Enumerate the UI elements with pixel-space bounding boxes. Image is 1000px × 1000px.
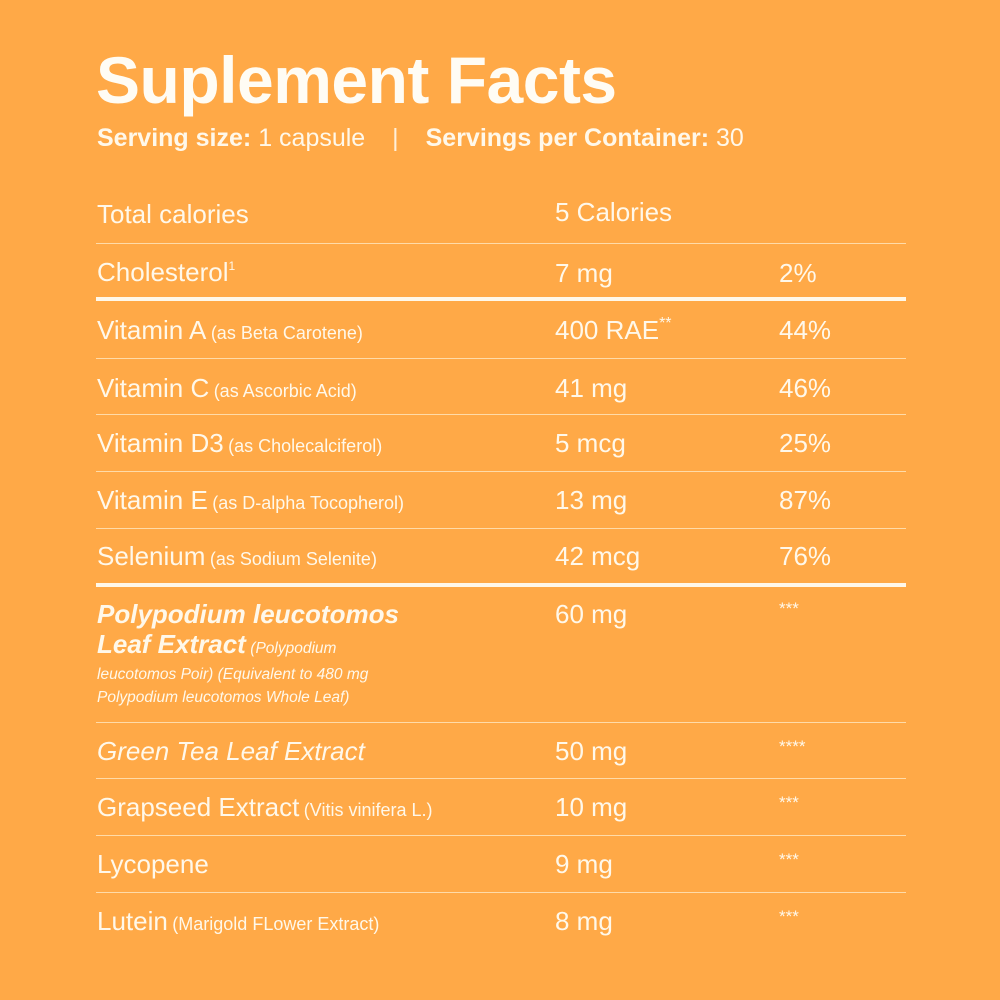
table-row-cholesterol: Cholesterol1 7 mg 2%: [96, 244, 906, 301]
nutrient-source: (as Cholecalciferol): [228, 436, 383, 456]
servings-per-container-label: Servings per Container:: [425, 124, 710, 152]
nutrient-source: (as Sodium Selenite): [209, 549, 377, 569]
nutrient-name: Vitamin A: [97, 315, 207, 345]
table-row-lycopene: Lycopene 9 mg ***: [96, 836, 906, 893]
daily-value-not-established: ***: [779, 907, 799, 926]
table-row-green-tea-leaf-extract: Green Tea Leaf Extract 50 mg ****: [96, 723, 906, 779]
nutrient-name: Total calories: [97, 199, 249, 229]
supplement-facts-table: Total calories 5 Calories Cholesterol1 7…: [96, 187, 906, 950]
nutrient-name: Green Tea Leaf Extract: [97, 736, 365, 766]
nutrient-amount: 9 mg: [555, 849, 613, 879]
table-row-vitamin-e: Vitamin E (as D-alpha Tocopherol) 13 mg …: [96, 472, 906, 529]
serving-info: Serving size: 1 capsule | Servings per C…: [97, 121, 744, 155]
nutrient-name-line-2: Leaf Extract: [97, 629, 246, 659]
table-row-vitamin-d3: Vitamin D3 (as Cholecalciferol) 5 mcg 25…: [96, 415, 906, 472]
servings-per-container-value: 30: [715, 124, 744, 152]
nutrient-name-line-1: Polypodium leucotomos: [97, 599, 399, 629]
nutrient-description-1: (Polypodium: [250, 640, 337, 657]
nutrient-name: Grapseed Extract: [97, 792, 300, 822]
nutrient-amount: 5 Calories: [555, 197, 673, 227]
nutrient-amount: 41 mg: [555, 373, 628, 403]
table-row-grapseed-extract: Grapseed Extract (Vitis vinifera L.) 10 …: [96, 779, 906, 836]
nutrient-amount: 5 mcg: [555, 428, 626, 458]
nutrient-name: Vitamin C: [97, 373, 210, 403]
daily-value-not-established: ***: [779, 850, 799, 869]
table-row-selenium: Selenium (as Sodium Selenite) 42 mcg 76%: [96, 529, 906, 587]
nutrient-source: (as Beta Carotene): [210, 323, 363, 343]
nutrient-source: (as D-alpha Tocopherol): [212, 493, 405, 513]
amount-footnote: **: [659, 315, 672, 332]
table-row-lutein: Lutein (Marigold FLower Extract) 8 mg **…: [96, 893, 906, 950]
nutrient-amount: 10 mg: [555, 792, 628, 822]
table-row-vitamin-c: Vitamin C (as Ascorbic Acid) 41 mg 46%: [96, 359, 906, 415]
nutrient-name: Selenium: [97, 541, 206, 571]
nutrient-name: Vitamin E: [97, 485, 208, 515]
daily-value: 25%: [779, 428, 832, 458]
nutrient-name: Lutein: [97, 906, 168, 936]
daily-value: 76%: [779, 541, 832, 571]
nutrient-amount: 60 mg: [555, 599, 628, 629]
nutrient-description-3: Polypodium leucotomos Whole Leaf): [97, 689, 350, 706]
nutrient-name: Lycopene: [97, 849, 209, 879]
page-title: Suplement Facts: [96, 43, 617, 117]
table-row-polypodium-leucotomos: Polypodium leucotomos Leaf Extract (Poly…: [96, 587, 906, 723]
nutrient-source: (Marigold FLower Extract): [172, 914, 380, 934]
nutrient-source: (Vitis vinifera L.): [303, 800, 433, 820]
nutrient-amount: 42 mcg: [555, 541, 641, 571]
serving-size-value: 1 capsule: [258, 124, 366, 152]
daily-value: 2%: [779, 258, 817, 288]
serving-separator: |: [392, 124, 399, 152]
footnote-marker: 1: [228, 259, 236, 273]
daily-value-not-established: ***: [779, 599, 799, 618]
nutrient-name: Vitamin D3: [97, 428, 224, 458]
nutrient-amount: 7 mg: [555, 258, 613, 288]
nutrient-source: (as Ascorbic Acid): [213, 381, 357, 401]
nutrient-description-2: leucotomos Poir) (Equivalent to 480 mg: [97, 666, 369, 683]
daily-value: 87%: [779, 485, 832, 515]
daily-value: 44%: [779, 315, 832, 345]
table-row-total-calories: Total calories 5 Calories: [96, 187, 906, 244]
serving-size-label: Serving size:: [97, 124, 252, 152]
nutrient-amount: 8 mg: [555, 906, 613, 936]
daily-value-not-established: ****: [779, 737, 806, 756]
daily-value-not-established: ***: [779, 793, 799, 812]
table-row-vitamin-a: Vitamin A (as Beta Carotene) 400 RAE** 4…: [96, 301, 906, 359]
nutrient-amount: 400 RAE: [555, 315, 660, 345]
daily-value: 46%: [779, 373, 832, 403]
nutrient-amount: 13 mg: [555, 485, 628, 515]
nutrient-amount: 50 mg: [555, 736, 628, 766]
nutrient-name: Cholesterol: [97, 257, 229, 287]
